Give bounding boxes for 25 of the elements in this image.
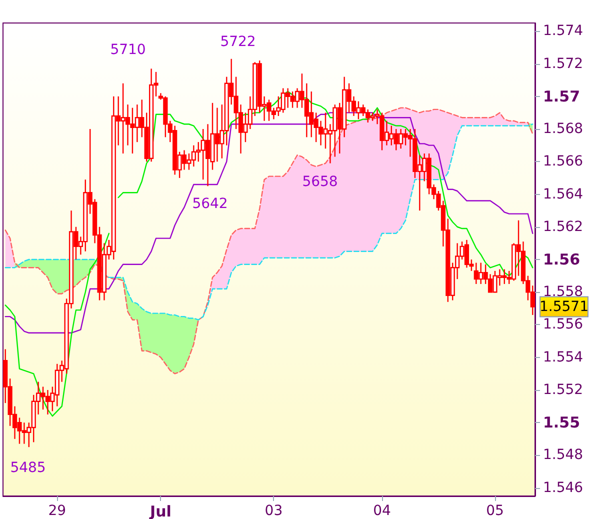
y-tick-label: 1.564 xyxy=(543,186,584,202)
annotation: 5722 xyxy=(220,34,256,50)
y-tick-label: 1.55 xyxy=(543,414,580,432)
y-tick-label: 1.568 xyxy=(543,121,584,138)
y-tick-label: 1.548 xyxy=(543,447,584,464)
y-tick-label: 1.56 xyxy=(543,250,580,268)
y-tick-label: 1.57 xyxy=(543,87,580,106)
annotation: 5485 xyxy=(10,460,46,476)
annotation: 5710 xyxy=(110,42,146,58)
y-tick-label: 1.566 xyxy=(543,154,584,170)
x-tick-label: 04 xyxy=(373,503,391,519)
y-tick-label: 1.562 xyxy=(543,218,584,235)
y-tick-label: 1.554 xyxy=(543,349,584,366)
y-tick-label: 1.552 xyxy=(543,382,584,398)
annotation: 5658 xyxy=(302,174,338,190)
y-tick-label: 1.574 xyxy=(543,23,584,40)
text: 1.5571 xyxy=(540,298,588,315)
x-tick-label: 05 xyxy=(486,503,504,519)
y-tick-label: 1.558 xyxy=(543,284,584,300)
annotation: 5642 xyxy=(192,196,228,212)
x-tick-label: 29 xyxy=(48,503,66,519)
y-tick-label: 1.572 xyxy=(543,56,584,72)
x-tick-label: 03 xyxy=(264,503,283,519)
y-tick-label: 1.546 xyxy=(543,480,584,496)
y-tick-label: 1.556 xyxy=(543,316,584,333)
